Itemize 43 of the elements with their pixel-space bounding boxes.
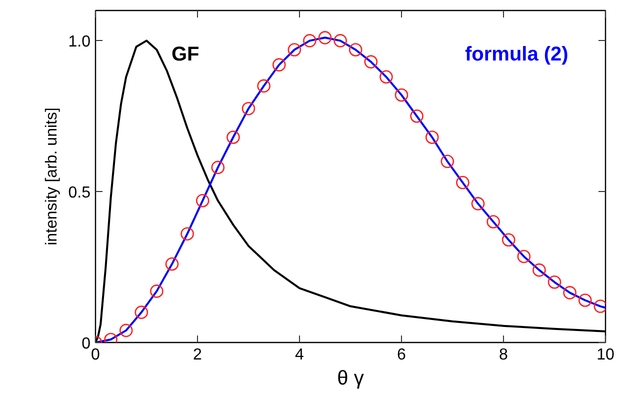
x-tick-label: 2 xyxy=(193,346,202,364)
point xyxy=(226,130,240,144)
x-tick-label: 6 xyxy=(397,346,406,364)
point xyxy=(180,227,194,240)
point xyxy=(548,276,562,289)
y-axis-title: intensity [arb. units] xyxy=(43,108,60,246)
point xyxy=(394,88,408,102)
point xyxy=(318,31,332,44)
y-tick-label: 1.0 xyxy=(68,34,91,51)
point xyxy=(425,130,439,144)
point xyxy=(348,43,362,56)
point xyxy=(380,70,393,84)
point xyxy=(578,294,592,307)
point xyxy=(334,34,347,48)
point xyxy=(502,233,516,247)
point xyxy=(211,160,225,174)
point xyxy=(410,110,424,123)
point xyxy=(150,284,164,298)
point xyxy=(165,257,179,271)
point xyxy=(532,263,546,277)
point xyxy=(517,250,531,264)
x-tick-label: 8 xyxy=(499,346,508,364)
point xyxy=(288,43,302,56)
text: formula (2) xyxy=(465,44,568,66)
point xyxy=(119,324,133,338)
point xyxy=(471,197,485,210)
x-tick-label: 10 xyxy=(596,346,614,364)
point xyxy=(196,194,210,208)
point xyxy=(440,154,454,168)
y-tick-label: 0 xyxy=(82,336,91,352)
point xyxy=(272,58,286,72)
y-tick-label: 0.5 xyxy=(68,184,91,202)
point xyxy=(257,79,270,93)
point xyxy=(242,102,256,116)
x-tick-label: 4 xyxy=(295,346,304,364)
point xyxy=(364,55,378,68)
point xyxy=(563,286,576,300)
point xyxy=(486,215,500,228)
point xyxy=(456,176,470,190)
point xyxy=(303,34,316,48)
x-axis-title: θ γ xyxy=(337,368,364,390)
series-label: GF xyxy=(172,44,200,66)
point xyxy=(134,306,148,319)
